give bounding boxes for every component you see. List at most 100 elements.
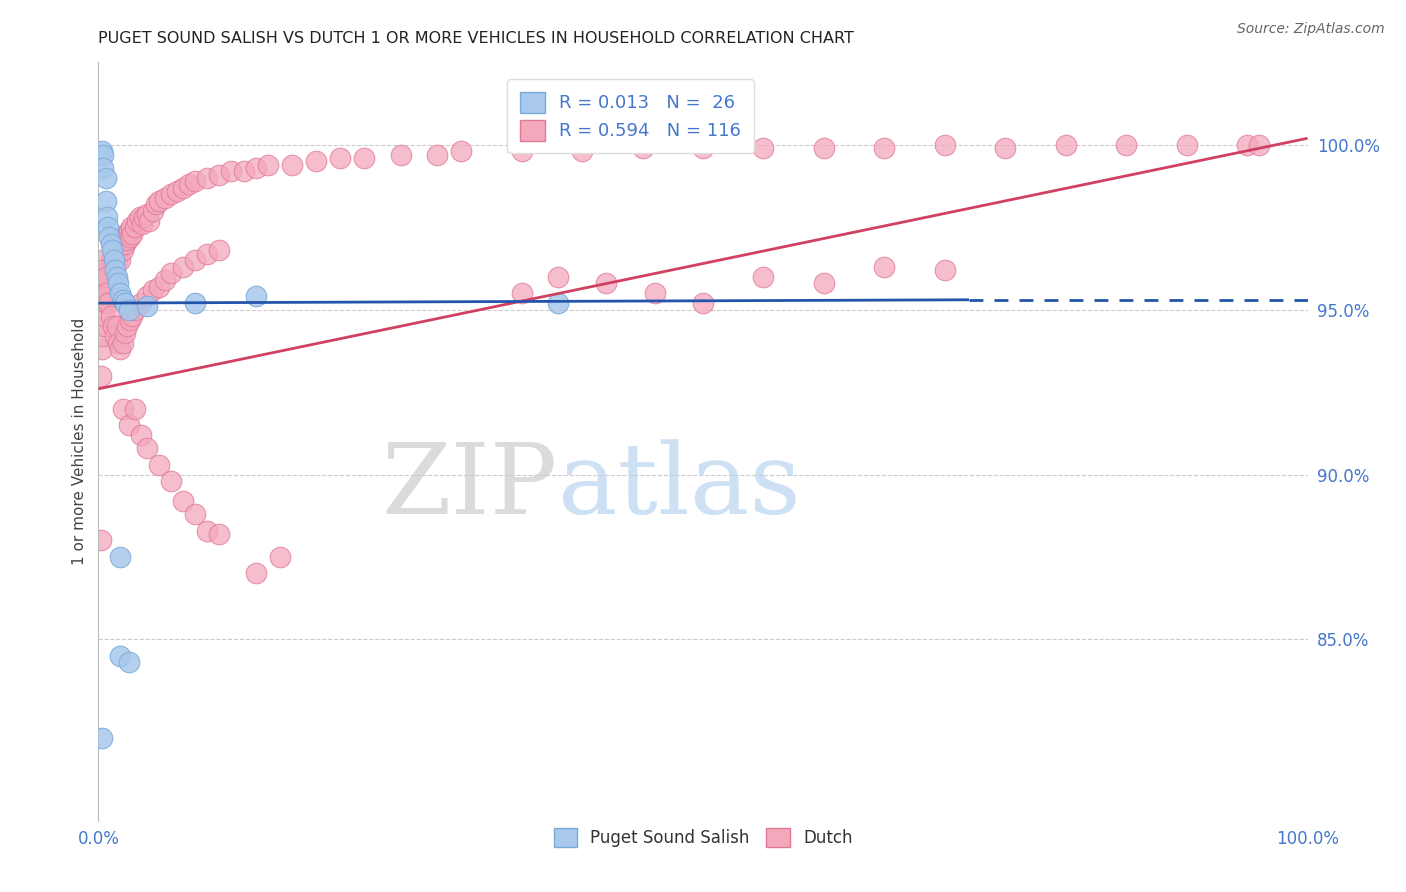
Point <box>103 244 125 258</box>
Point <box>93 277 115 291</box>
Legend: Puget Sound Salish, Dutch: Puget Sound Salish, Dutch <box>547 822 859 854</box>
Point <box>148 194 170 208</box>
Point <box>120 220 142 235</box>
Point <box>631 141 654 155</box>
Point <box>135 289 157 303</box>
Point <box>135 207 157 221</box>
Point <box>184 296 207 310</box>
Point <box>245 161 267 175</box>
Point <box>91 147 114 161</box>
Point <box>195 246 218 260</box>
Point <box>208 168 231 182</box>
Point <box>98 277 121 291</box>
Point <box>104 329 127 343</box>
Point <box>114 296 136 310</box>
Point <box>124 401 146 416</box>
Point <box>153 191 176 205</box>
Point <box>100 244 122 258</box>
Point <box>1236 137 1258 152</box>
Point <box>118 223 141 237</box>
Point <box>118 656 141 670</box>
Point <box>135 299 157 313</box>
Point <box>96 277 118 291</box>
Point <box>94 269 117 284</box>
Point <box>256 158 278 172</box>
Point <box>571 145 593 159</box>
Point <box>108 253 131 268</box>
Point <box>115 227 138 241</box>
Point <box>134 211 156 225</box>
Point <box>118 418 141 433</box>
Point <box>104 250 127 264</box>
Text: Source: ZipAtlas.com: Source: ZipAtlas.com <box>1237 22 1385 37</box>
Point <box>112 230 135 244</box>
Point <box>97 296 120 310</box>
Point <box>142 203 165 218</box>
Point <box>107 335 129 350</box>
Point <box>111 244 134 258</box>
Point <box>118 230 141 244</box>
Point <box>221 164 243 178</box>
Point <box>208 244 231 258</box>
Point <box>104 263 127 277</box>
Point <box>269 549 291 564</box>
Point <box>160 187 183 202</box>
Point <box>103 253 125 268</box>
Point <box>100 236 122 251</box>
Point <box>117 319 139 334</box>
Point <box>108 648 131 663</box>
Point <box>91 343 114 357</box>
Point <box>94 194 117 208</box>
Point <box>426 147 449 161</box>
Point <box>644 286 666 301</box>
Point <box>90 533 112 548</box>
Point <box>281 158 304 172</box>
Point <box>138 213 160 227</box>
Point <box>124 220 146 235</box>
Point <box>118 312 141 326</box>
Point <box>195 170 218 185</box>
Point <box>91 731 114 746</box>
Point <box>98 263 121 277</box>
Point <box>91 263 114 277</box>
Point <box>100 269 122 284</box>
Y-axis label: 1 or more Vehicles in Household: 1 or more Vehicles in Household <box>72 318 87 566</box>
Point <box>96 286 118 301</box>
Point <box>245 566 267 581</box>
Point <box>121 227 143 241</box>
Point <box>127 213 149 227</box>
Point <box>692 141 714 155</box>
Point <box>94 170 117 185</box>
Point <box>184 507 207 521</box>
Point <box>105 253 128 268</box>
Point <box>510 286 533 301</box>
Point <box>110 230 132 244</box>
Point <box>813 141 835 155</box>
Point <box>160 267 183 281</box>
Point <box>172 180 194 194</box>
Point <box>97 286 120 301</box>
Point <box>101 269 124 284</box>
Point <box>94 296 117 310</box>
Text: PUGET SOUND SALISH VS DUTCH 1 OR MORE VEHICLES IN HOUSEHOLD CORRELATION CHART: PUGET SOUND SALISH VS DUTCH 1 OR MORE VE… <box>98 31 855 46</box>
Point <box>172 494 194 508</box>
Point <box>329 151 352 165</box>
Point <box>105 269 128 284</box>
Point <box>389 147 412 161</box>
Point <box>813 277 835 291</box>
Point <box>124 302 146 317</box>
Point <box>160 474 183 488</box>
Point <box>114 326 136 340</box>
Point <box>184 253 207 268</box>
Point <box>752 269 775 284</box>
Point <box>129 428 152 442</box>
Point <box>91 161 114 175</box>
Point <box>232 164 254 178</box>
Point <box>91 253 114 268</box>
Point <box>547 269 569 284</box>
Point <box>510 145 533 159</box>
Point <box>117 234 139 248</box>
Point <box>111 293 134 307</box>
Point <box>111 335 134 350</box>
Point <box>100 253 122 268</box>
